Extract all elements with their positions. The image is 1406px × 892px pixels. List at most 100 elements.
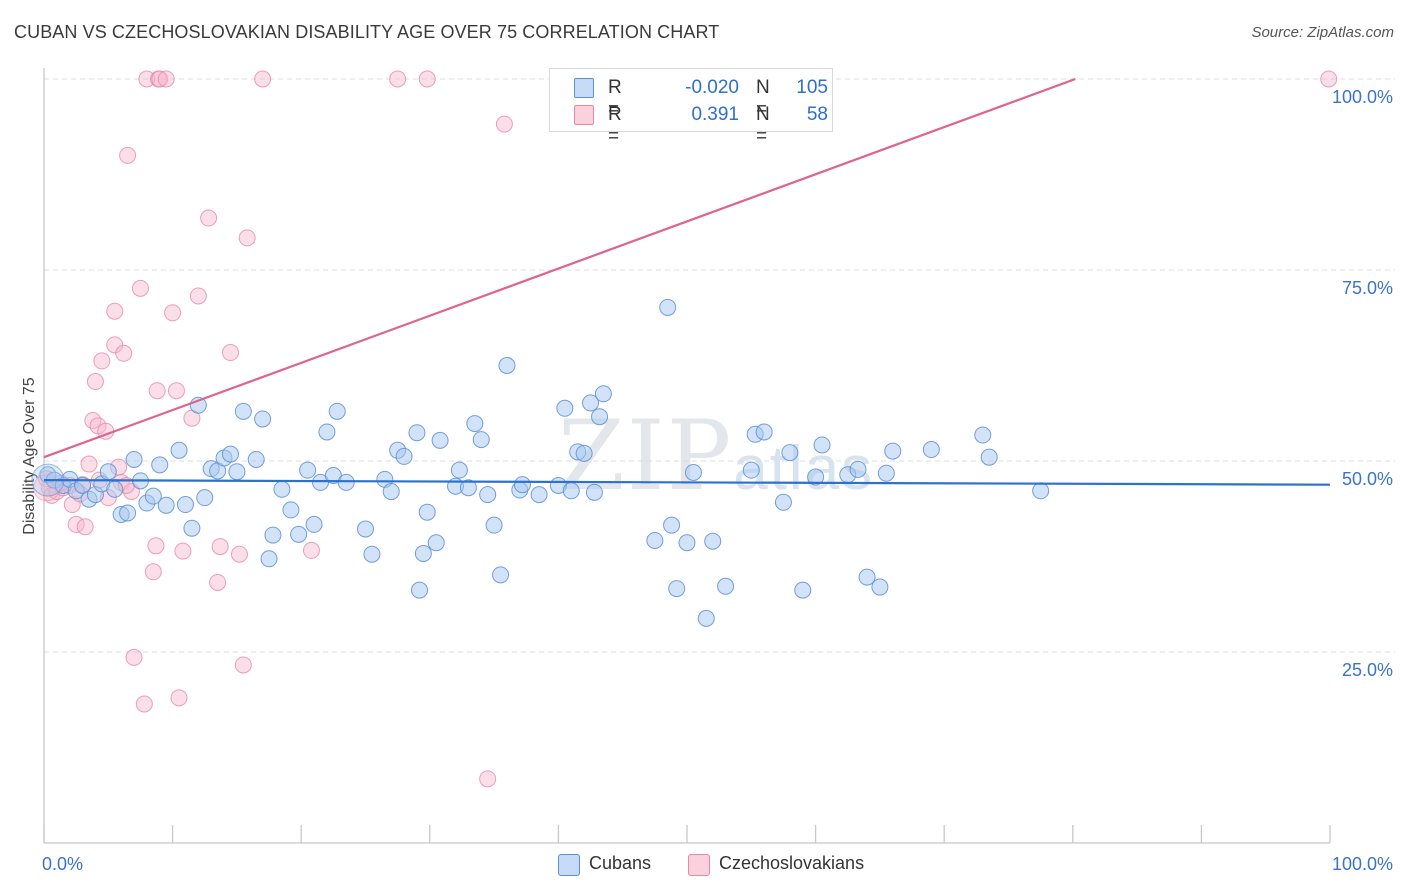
czech-point (170, 689, 188, 707)
cuban-point (221, 445, 239, 463)
czech-point (115, 344, 133, 362)
n-value: 105 (796, 77, 828, 98)
cuban-point (414, 544, 432, 562)
correlation-legend: R = -0.020 N = 105 R = 0.391 N = 58 (549, 68, 833, 147)
czech-point (76, 518, 94, 536)
czech-point (234, 656, 252, 674)
czech-point (86, 373, 104, 391)
cuban-point (196, 489, 214, 507)
czech-point (189, 287, 207, 305)
cuban-point (151, 456, 169, 474)
chart-title: CUBAN VS CZECHOSLOVAKIAN DISABILITY AGE … (14, 22, 720, 42)
cuban-point (794, 581, 812, 599)
cuban-point (144, 487, 162, 505)
cuban-point (807, 468, 825, 486)
cubans-legend-swatch (558, 854, 580, 876)
cuban-point (922, 441, 940, 459)
axes (43, 68, 1331, 844)
czech-point (80, 455, 98, 473)
cuban-point (774, 493, 792, 511)
cuban-point (459, 479, 477, 497)
czech-point (164, 304, 182, 322)
czech-point (238, 229, 256, 247)
cuban-point (299, 461, 317, 479)
cuban-point (492, 566, 510, 584)
cuban-point (247, 450, 265, 468)
cuban-point (427, 534, 445, 552)
cuban-point (382, 483, 400, 501)
cuban-point (254, 410, 272, 428)
czech-point (200, 209, 218, 227)
x-tick-label-max: 100.0% (1332, 854, 1393, 874)
cuban-point (466, 415, 484, 433)
cuban-point (125, 450, 143, 468)
cuban-point (697, 609, 715, 627)
gridlines (44, 78, 1395, 653)
cuban-point (260, 550, 278, 568)
cuban-point (659, 298, 677, 316)
czech-point (221, 344, 239, 362)
cuban-point (813, 436, 831, 454)
cuban-point (472, 431, 490, 449)
czech-point (479, 770, 497, 788)
czech-point (144, 563, 162, 581)
cuban-point (678, 534, 696, 552)
czech-point (125, 648, 143, 666)
czech-point (138, 70, 156, 88)
cuban-point (431, 431, 449, 449)
trend-lines (43, 77, 1331, 486)
cuban-point (357, 520, 374, 538)
czech-legend-label: Czechoslovakians (719, 853, 865, 873)
y-tick-label: 25.0% (1342, 660, 1393, 680)
czech-point (211, 538, 229, 556)
cuban-point (337, 473, 355, 491)
cuban-point (556, 399, 574, 417)
cuban-point (119, 504, 137, 522)
czech-point (209, 573, 227, 591)
cuban-point (418, 503, 436, 521)
cuban-point (485, 516, 503, 534)
cuban-point (408, 424, 426, 442)
cuban-point (884, 442, 902, 460)
czech-swatch (574, 105, 594, 125)
cuban-point (704, 532, 722, 550)
y-tick-label: 50.0% (1342, 469, 1393, 489)
x-tick-label-min: 0.0% (42, 854, 83, 874)
cuban-point (562, 482, 580, 500)
cuban-point (479, 486, 497, 504)
cuban-point (305, 515, 323, 533)
czech-point (389, 70, 407, 88)
czech-point (157, 70, 175, 88)
cuban-point (781, 444, 799, 462)
cuban-point (530, 486, 548, 504)
cuban-point (395, 447, 413, 465)
czech-point (119, 146, 137, 164)
czech-point (148, 382, 166, 400)
cuban-point (99, 463, 117, 481)
cuban-point (717, 577, 735, 595)
cuban-point (264, 526, 282, 544)
r-value: 0.391 (691, 104, 739, 125)
czech-point (84, 412, 102, 430)
cuban-point (234, 402, 252, 420)
cuban-point (328, 402, 346, 420)
czech-point (106, 302, 124, 320)
czech-point (93, 352, 111, 370)
czech-legend-swatch (688, 854, 710, 876)
cuban-point (450, 461, 468, 479)
cubans-swatch (574, 78, 594, 98)
cuban-point (591, 408, 609, 426)
cubans-legend-label: Cubans (589, 853, 652, 873)
cuban-point (980, 448, 998, 466)
cuban-point (877, 464, 895, 482)
cuban-point (871, 578, 889, 596)
cuban-point (646, 531, 664, 549)
n-label: N = (756, 104, 770, 147)
n-value: 58 (806, 104, 828, 125)
r-label: R = (608, 104, 622, 147)
cuban-point (411, 581, 429, 599)
n-label: N = (756, 77, 770, 120)
cuban-point (858, 568, 876, 586)
cuban-point (183, 519, 201, 537)
